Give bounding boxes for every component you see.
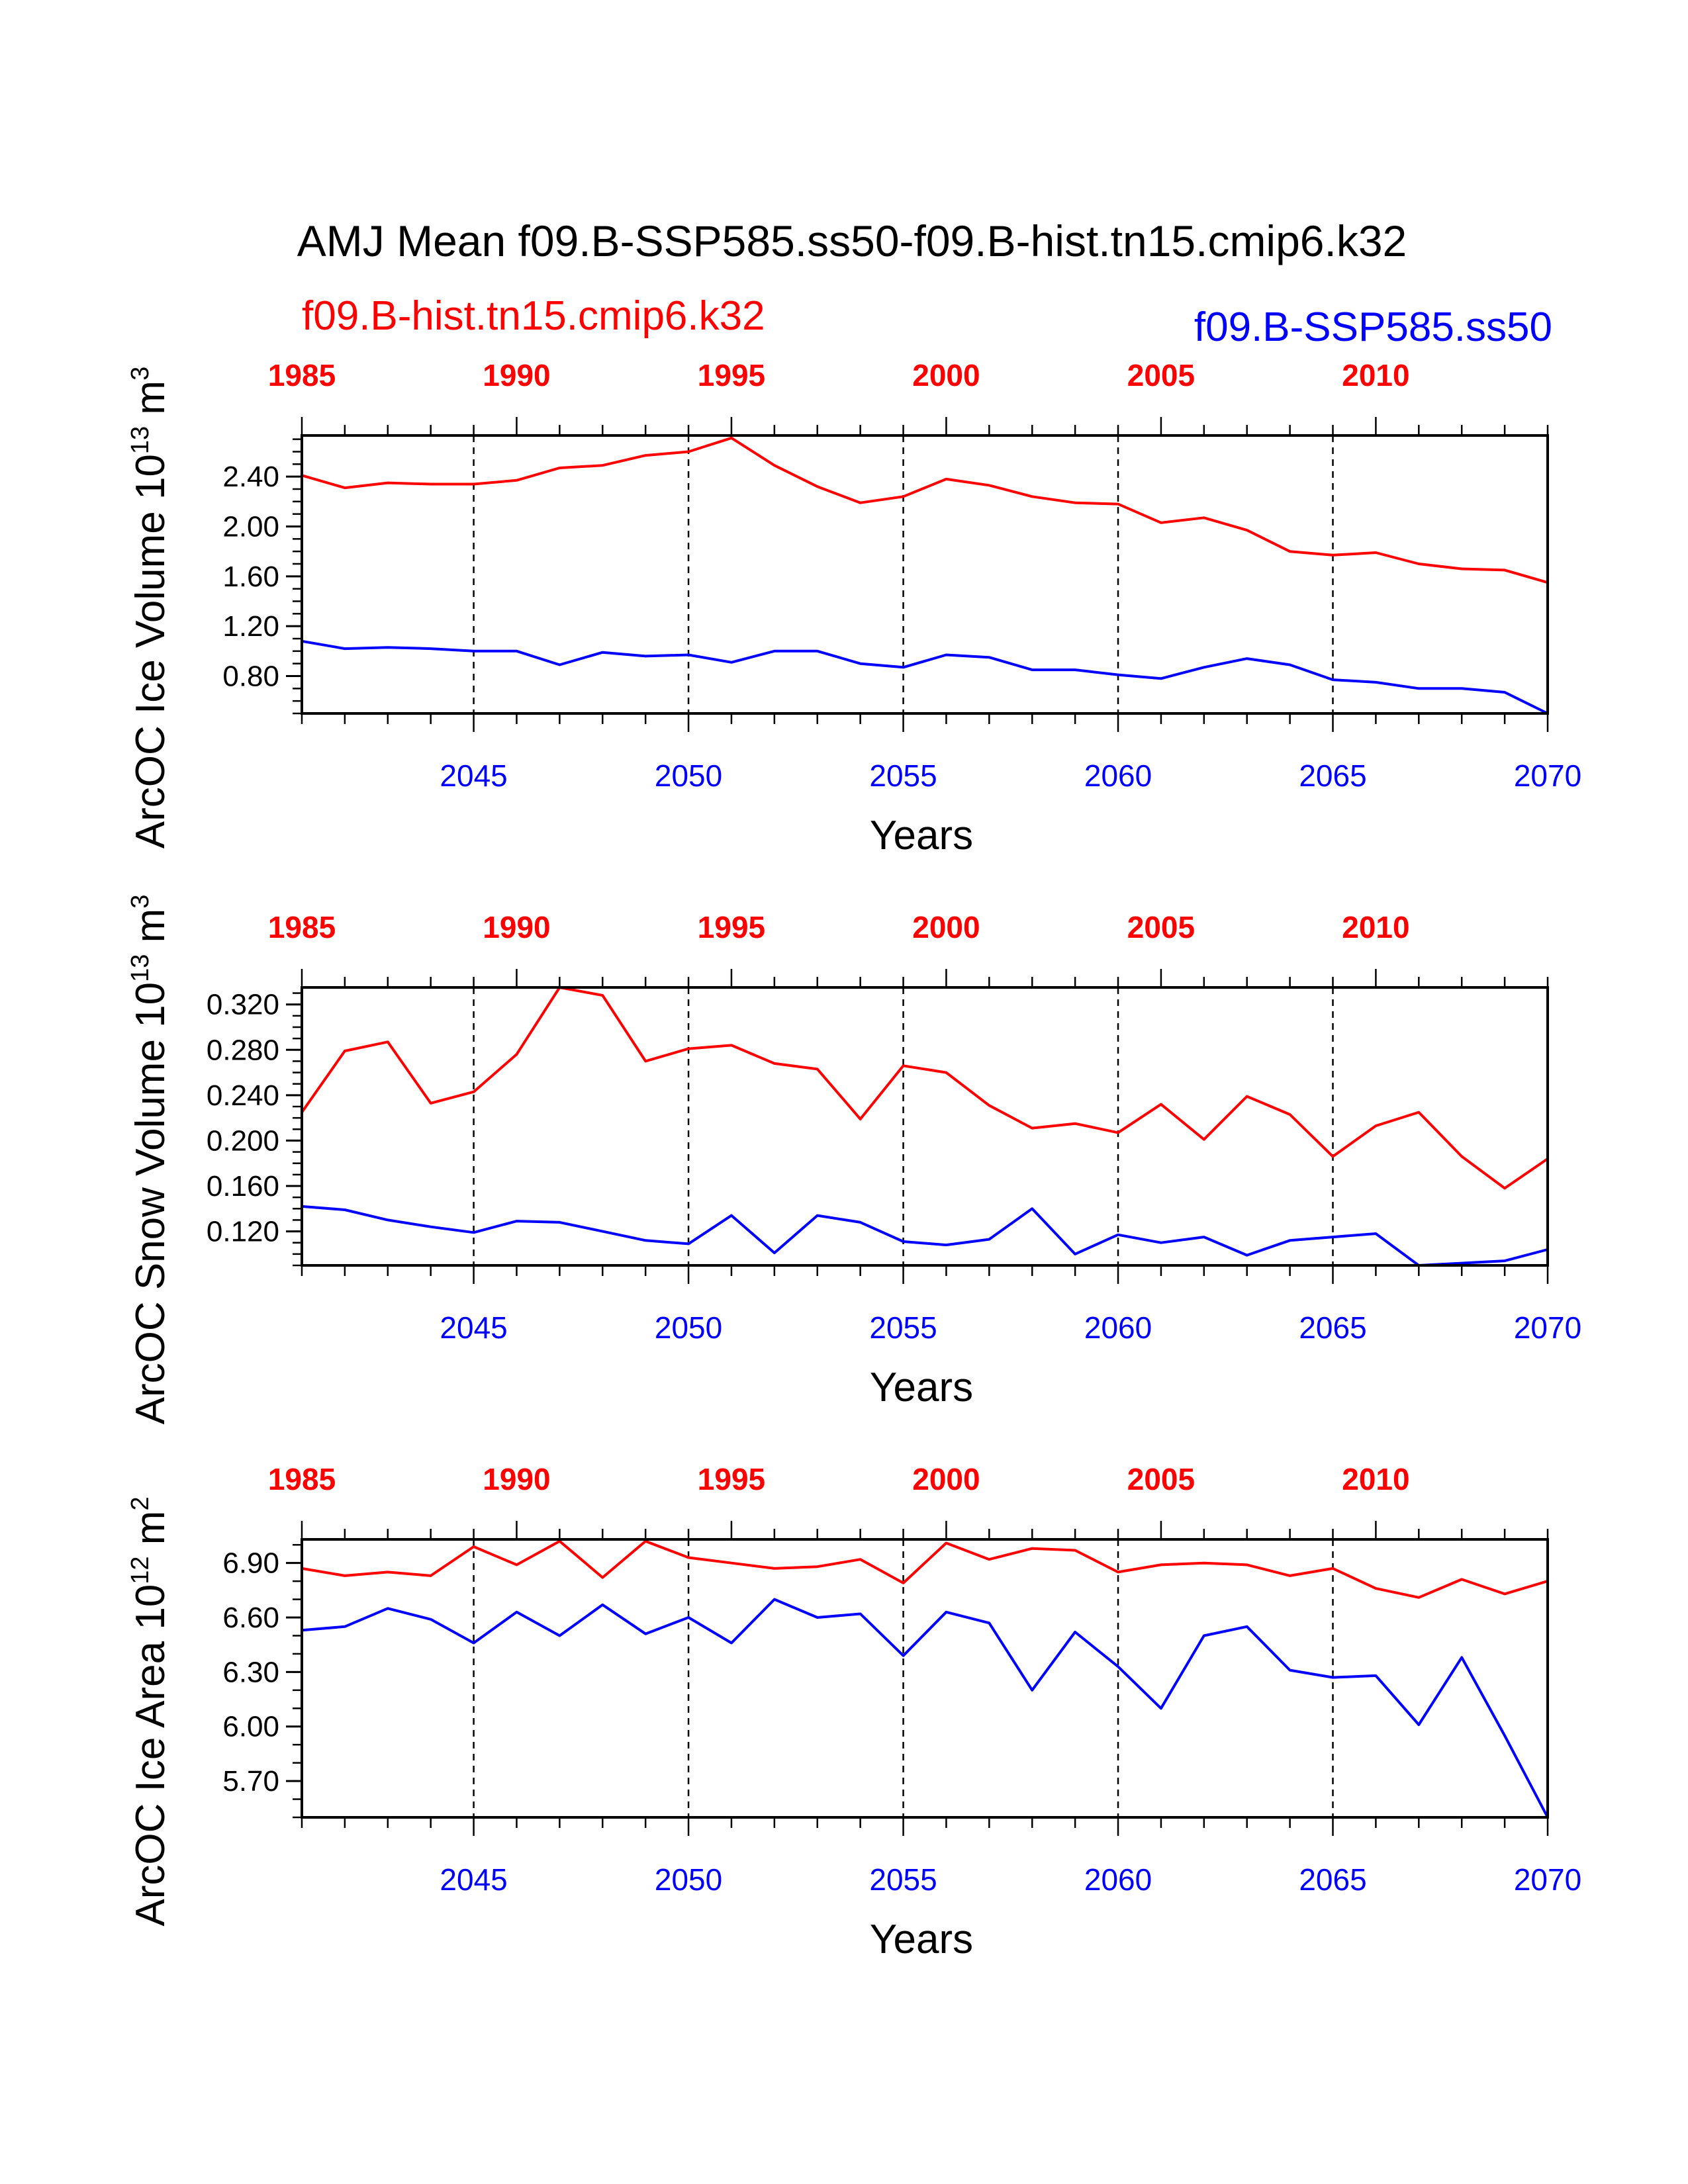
x-tick-label: 2055 <box>869 1862 937 1897</box>
series-line-ssp585 <box>301 639 1548 715</box>
y-axis-label-unit-exponent: 3 <box>126 367 154 381</box>
x-tick-label: 2065 <box>1299 1862 1366 1897</box>
x-tick-label: 2070 <box>1514 1862 1581 1897</box>
y-axis-label-exponent: 12 <box>126 1556 154 1584</box>
y-axis-label-unit: m <box>128 909 173 954</box>
x-tick-label: 2060 <box>1084 1862 1152 1897</box>
x-tick-label: 2050 <box>655 1862 722 1897</box>
y-tick-label: 0.240 <box>207 1079 279 1112</box>
y-axis-label-text: ArcOC Snow Volume 10 <box>128 982 173 1425</box>
panel-ice-volume: 0.80 1.20 1.60 2.00 2.40 2045 2050 2055 2060 2065… <box>126 358 1581 858</box>
top-tick-label: 1990 <box>483 910 550 944</box>
top-tick-label: 2010 <box>1342 910 1409 944</box>
y-tick-label: 0.80 <box>222 660 279 692</box>
y-tick-label: 0.200 <box>207 1124 279 1157</box>
y-axis-label-unit-exponent: 2 <box>126 1496 154 1510</box>
y-axis-label: ArcOC Snow Volume 1013 m3 <box>126 895 173 1425</box>
y-axis-label-exponent: 13 <box>126 954 154 982</box>
panel-ice-area: 5.70 6.00 6.30 6.60 6.90 2045 2050 2055 2060 2065… <box>126 1462 1581 1962</box>
y-tick-label: 0.320 <box>207 989 279 1021</box>
x-tick-label: 2050 <box>655 758 722 793</box>
y-tick-label: 2.40 <box>222 461 279 493</box>
y-tick-label: 2.00 <box>222 510 279 543</box>
y-tick-label: 0.280 <box>207 1034 279 1066</box>
top-tick-label: 2000 <box>912 358 980 392</box>
series-line-ssp585 <box>301 1205 1548 1267</box>
plot-frame <box>301 1538 1549 1819</box>
top-tick-label: 2010 <box>1342 1462 1409 1496</box>
y-axis-label-unit: m <box>128 381 173 426</box>
chart-panels: 0.80 1.20 1.60 2.00 2.40 2045 2050 2055 2060 2065… <box>126 358 1581 1962</box>
x-tick-label: 2055 <box>869 758 937 793</box>
y-axis-label-unit: m <box>128 1511 173 1557</box>
y-axis-label-text: ArcOC Ice Volume 10 <box>128 454 173 848</box>
x-tick-label: 2050 <box>655 1310 722 1345</box>
top-tick-label: 2005 <box>1127 358 1195 392</box>
top-tick-label: 1990 <box>483 1462 550 1496</box>
x-tick-label: 2065 <box>1299 758 1366 793</box>
x-tick-label: 2060 <box>1084 758 1152 793</box>
series-line-hist <box>301 986 1549 1190</box>
x-tick-label: 2045 <box>440 1310 507 1345</box>
y-tick-label: 1.60 <box>222 561 279 593</box>
panel-snow-volume: 0.120 0.160 0.200 0.240 0.280 0.320 2045 2050 20… <box>126 895 1581 1425</box>
top-tick-label: 2005 <box>1127 1462 1195 1496</box>
top-tick-label: 2000 <box>912 1462 980 1496</box>
top-tick-label: 1995 <box>698 910 765 944</box>
top-tick-label: 2000 <box>912 910 980 944</box>
y-tick-label: 6.90 <box>222 1547 279 1580</box>
plot-frame <box>301 434 1549 715</box>
y-tick-label: 6.30 <box>222 1656 279 1688</box>
y-axis-label-unit-exponent: 3 <box>126 895 154 909</box>
top-tick-label: 2010 <box>1342 358 1409 392</box>
top-tick-label: 1985 <box>268 358 336 392</box>
x-tick-label: 2070 <box>1514 1310 1581 1345</box>
y-tick-label: 0.120 <box>207 1216 279 1248</box>
top-tick-label: 1985 <box>268 1462 336 1496</box>
y-tick-label: 6.00 <box>222 1711 279 1743</box>
x-tick-label: 2045 <box>440 1862 507 1897</box>
y-tick-label: 6.60 <box>222 1602 279 1634</box>
chart-title: AMJ Mean f09.B-SSP585.ss50-f09.B-hist.tn… <box>297 216 1407 265</box>
y-tick-label: 5.70 <box>222 1765 279 1797</box>
x-tick-label: 2065 <box>1299 1310 1366 1345</box>
x-tick-label: 2060 <box>1084 1310 1152 1345</box>
y-axis-label-text: ArcOC Ice Area 10 <box>128 1584 173 1927</box>
top-tick-label: 1985 <box>268 910 336 944</box>
x-tick-label: 2055 <box>869 1310 937 1345</box>
x-axis-label: Years <box>870 1365 973 1410</box>
series-line-hist <box>301 436 1548 584</box>
series-line-hist <box>301 1539 1548 1599</box>
x-tick-label: 2045 <box>440 758 507 793</box>
legend-ssp-label: f09.B-SSP585.ss50 <box>1194 304 1552 350</box>
x-axis-label: Years <box>870 1917 973 1962</box>
y-tick-label: 1.20 <box>222 610 279 643</box>
y-axis-label: ArcOC Ice Volume 1013 m3 <box>126 367 173 848</box>
top-tick-label: 1990 <box>483 358 550 392</box>
y-tick-label: 0.160 <box>207 1170 279 1203</box>
y-axis-label-exponent: 13 <box>126 426 154 454</box>
legend-hist-label: f09.B-hist.tn15.cmip6.k32 <box>302 293 765 339</box>
top-tick-label: 1995 <box>698 358 765 392</box>
y-axis-label: ArcOC Ice Area 1012 m2 <box>126 1496 173 1926</box>
x-axis-label: Years <box>870 813 973 858</box>
top-tick-label: 1995 <box>698 1462 765 1496</box>
series-line-ssp585 <box>301 1598 1549 1818</box>
plot-frame <box>301 986 1549 1267</box>
x-tick-label: 2070 <box>1514 758 1581 793</box>
top-tick-label: 2005 <box>1127 910 1195 944</box>
